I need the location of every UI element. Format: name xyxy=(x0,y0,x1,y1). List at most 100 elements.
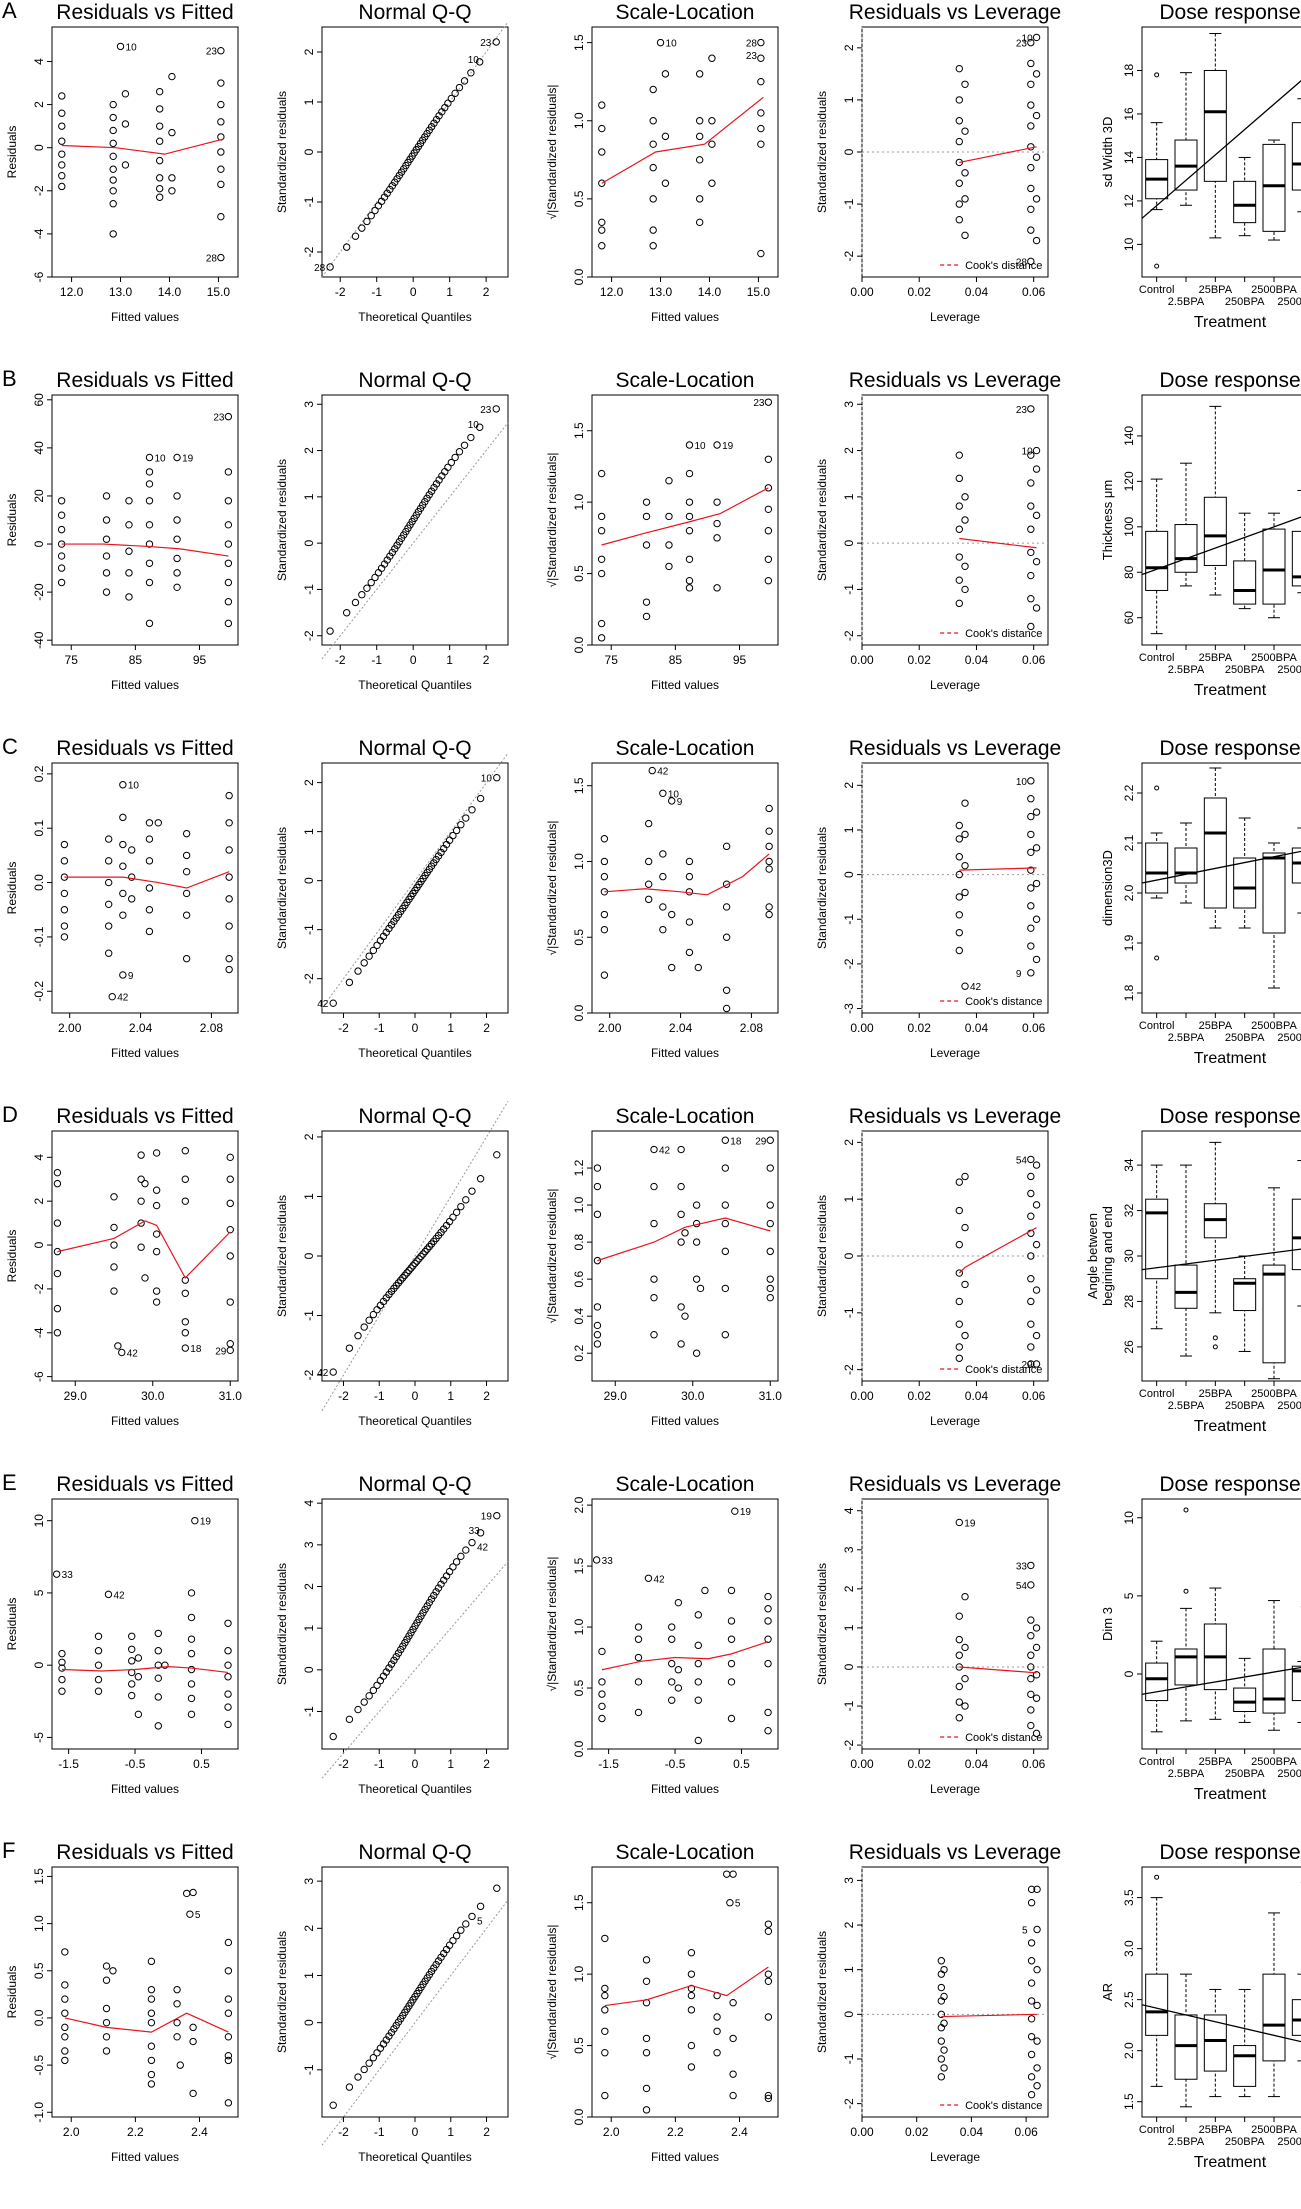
outlier-point xyxy=(1154,263,1160,269)
data-point xyxy=(121,90,130,98)
row-label: D xyxy=(2,1102,18,1127)
x-tick-label: 0.02 xyxy=(908,653,932,667)
data-point xyxy=(173,535,181,543)
data-point xyxy=(224,1967,233,1975)
data-point xyxy=(145,468,154,476)
x-axis-label: Treatment xyxy=(1194,682,1267,699)
data-point xyxy=(125,569,133,577)
category-label: 250BPA xyxy=(1225,296,1265,308)
x-tick-label: 0 xyxy=(412,1757,419,1771)
box xyxy=(1203,496,1227,566)
data-point xyxy=(109,126,117,135)
y-tick-label: -3 xyxy=(842,1003,856,1014)
data-point xyxy=(677,1238,685,1246)
x-tick-label: 2.04 xyxy=(129,1021,153,1035)
data-point xyxy=(224,619,233,628)
data-point xyxy=(955,928,963,937)
data-point xyxy=(147,2080,156,2088)
y-tick-label: 0.5 xyxy=(572,565,586,582)
y-tick-label: 60 xyxy=(1122,611,1136,625)
data-point xyxy=(104,949,113,957)
data-point xyxy=(597,512,606,521)
data-point xyxy=(147,2070,156,2079)
data-point xyxy=(685,888,694,896)
data-point xyxy=(396,1276,405,1284)
y-tick-label: 0.0 xyxy=(572,1004,586,1021)
data-point xyxy=(634,1678,643,1686)
data-point xyxy=(1027,2090,1036,2099)
data-point xyxy=(1032,1286,1041,1294)
data-point xyxy=(656,38,665,47)
data-point xyxy=(401,1271,409,1279)
data-point xyxy=(217,100,225,109)
data-point xyxy=(145,884,154,892)
y-tick-label: -1 xyxy=(302,1706,316,1717)
data-point xyxy=(147,1985,156,1994)
outlier-point xyxy=(1212,1335,1218,1341)
data-point xyxy=(764,1708,772,1717)
x-axis-label: Fitted values xyxy=(651,310,719,324)
data-point xyxy=(1027,942,1035,950)
x-tick-label: -1 xyxy=(374,2125,385,2139)
data-point xyxy=(476,1902,485,1911)
data-point xyxy=(102,516,111,524)
smoother-line xyxy=(597,1217,771,1262)
data-point xyxy=(452,826,461,835)
y-tick-label: 1 xyxy=(302,493,316,500)
data-point xyxy=(128,1680,136,1688)
data-point xyxy=(1027,1581,1035,1589)
y-tick-label: -2 xyxy=(842,2098,856,2109)
x-tick-label: 2 xyxy=(483,285,490,299)
data-point xyxy=(226,1199,234,1208)
point-label: 5 xyxy=(1022,1926,1028,1937)
y-tick-label: -1 xyxy=(842,1700,856,1711)
data-point xyxy=(449,1936,457,1945)
x-tick-label: 15.0 xyxy=(747,285,771,299)
panel-title: Scale-Location xyxy=(616,1,755,24)
data-point xyxy=(1027,1674,1035,1683)
data-point xyxy=(642,541,651,549)
data-point xyxy=(1027,1155,1035,1164)
y-tick-label: 1 xyxy=(302,1972,316,1979)
data-point xyxy=(687,2063,696,2071)
x-tick-label: 2.0 xyxy=(603,2125,620,2139)
data-point xyxy=(1033,1925,1041,1934)
data-point xyxy=(176,2061,184,2069)
data-point xyxy=(225,895,233,903)
data-point xyxy=(593,1340,602,1348)
y-tick-label: 2 xyxy=(302,779,316,786)
data-point xyxy=(1032,236,1041,245)
data-point xyxy=(109,230,117,238)
data-point xyxy=(467,69,475,77)
data-point xyxy=(722,842,731,851)
data-point xyxy=(597,555,606,563)
data-point xyxy=(60,906,69,914)
data-point xyxy=(713,534,721,542)
y-tick-label: 0 xyxy=(32,1662,46,1669)
data-point xyxy=(661,179,670,187)
x-tick-label: 13.0 xyxy=(109,285,133,299)
panel-qq: Normal Q-Q -2 -1 0 1 2 -2 -1 0 1 2 Theoretical Quan… xyxy=(275,1,509,324)
data-point xyxy=(1027,184,1035,193)
data-point xyxy=(145,480,154,488)
data-point xyxy=(104,900,113,909)
y-tick-label: 3 xyxy=(842,1546,856,1553)
box xyxy=(1291,847,1301,884)
data-point xyxy=(110,1223,118,1232)
data-point xyxy=(102,2033,111,2041)
data-point xyxy=(217,253,225,262)
panel-title: Residuals vs Leverage xyxy=(849,737,1061,760)
y-tick-label: 0 xyxy=(842,2011,856,2018)
data-point xyxy=(1027,571,1035,580)
point-label: 18 xyxy=(190,1344,202,1355)
category-label: 2500BPA xyxy=(1251,1388,1297,1400)
data-point xyxy=(409,1262,417,1270)
panel-title: Residuals vs Fitted xyxy=(56,1841,233,1864)
data-point xyxy=(1027,777,1035,785)
y-tick-label: -2 xyxy=(842,251,856,262)
data-point xyxy=(57,578,66,587)
x-axis-label: Treatment xyxy=(1194,314,1267,331)
panel-scatter: Residuals vs Fitted -1.5 -0.5 0.5 -5 0 5 10 Fitt… xyxy=(5,1473,239,1796)
data-point xyxy=(1027,1663,1035,1671)
point-label: 42 xyxy=(477,1543,489,1554)
